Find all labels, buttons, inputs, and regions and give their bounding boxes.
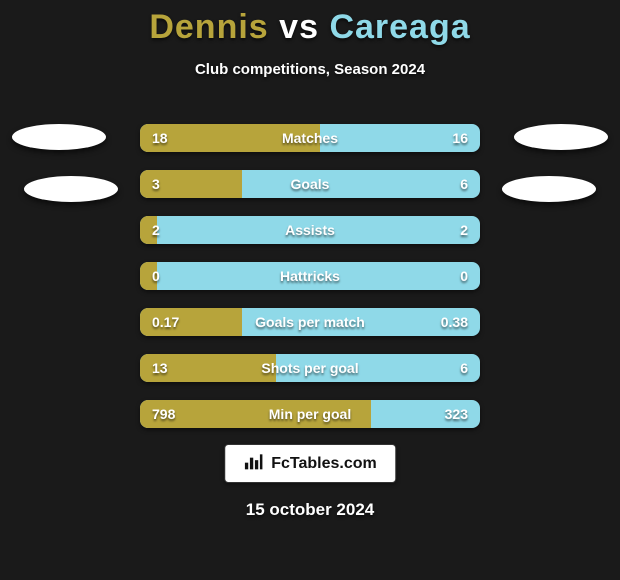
stat-value-right: 0.38 [441, 308, 468, 336]
stat-bar: 0Hattricks0 [140, 262, 480, 290]
avatar-placeholder-right-1 [514, 124, 608, 150]
stat-name: Goals per match [140, 308, 480, 336]
stat-name: Goals [140, 170, 480, 198]
title-player2: Careaga [329, 8, 470, 46]
brand-badge: FcTables.com [224, 444, 396, 483]
stat-bar: 13Shots per goal6 [140, 354, 480, 382]
title-player1: Dennis [149, 8, 268, 46]
stat-name: Matches [140, 124, 480, 152]
stat-name: Shots per goal [140, 354, 480, 382]
bars-icon [243, 451, 263, 476]
title-vs: vs [279, 8, 319, 46]
stat-value-right: 0 [460, 262, 468, 290]
stat-value-right: 6 [460, 170, 468, 198]
stat-bar: 0.17Goals per match0.38 [140, 308, 480, 336]
stat-value-right: 323 [445, 400, 468, 428]
subtitle: Club competitions, Season 2024 [0, 61, 620, 78]
stat-bar: 2Assists2 [140, 216, 480, 244]
stat-name: Assists [140, 216, 480, 244]
stat-name: Hattricks [140, 262, 480, 290]
stat-name: Min per goal [140, 400, 480, 428]
stat-value-right: 6 [460, 354, 468, 382]
date-label: 15 october 2024 [0, 500, 620, 520]
brand-text: FcTables.com [271, 455, 377, 473]
stat-bars: 18Matches16 3Goals6 2Assists2 0Hattricks0 0.… [140, 124, 480, 446]
avatar-placeholder-left-1 [12, 124, 106, 150]
stat-bar: 18Matches16 [140, 124, 480, 152]
comparison-card: Dennis vs Careaga Club competitions, Sea… [0, 0, 620, 580]
avatar-placeholder-right-2 [502, 176, 596, 202]
stat-value-right: 16 [452, 124, 468, 152]
stat-bar: 3Goals6 [140, 170, 480, 198]
avatar-placeholder-left-2 [24, 176, 118, 202]
title: Dennis vs Careaga [0, 0, 620, 47]
stat-value-right: 2 [460, 216, 468, 244]
stat-bar: 798Min per goal323 [140, 400, 480, 428]
